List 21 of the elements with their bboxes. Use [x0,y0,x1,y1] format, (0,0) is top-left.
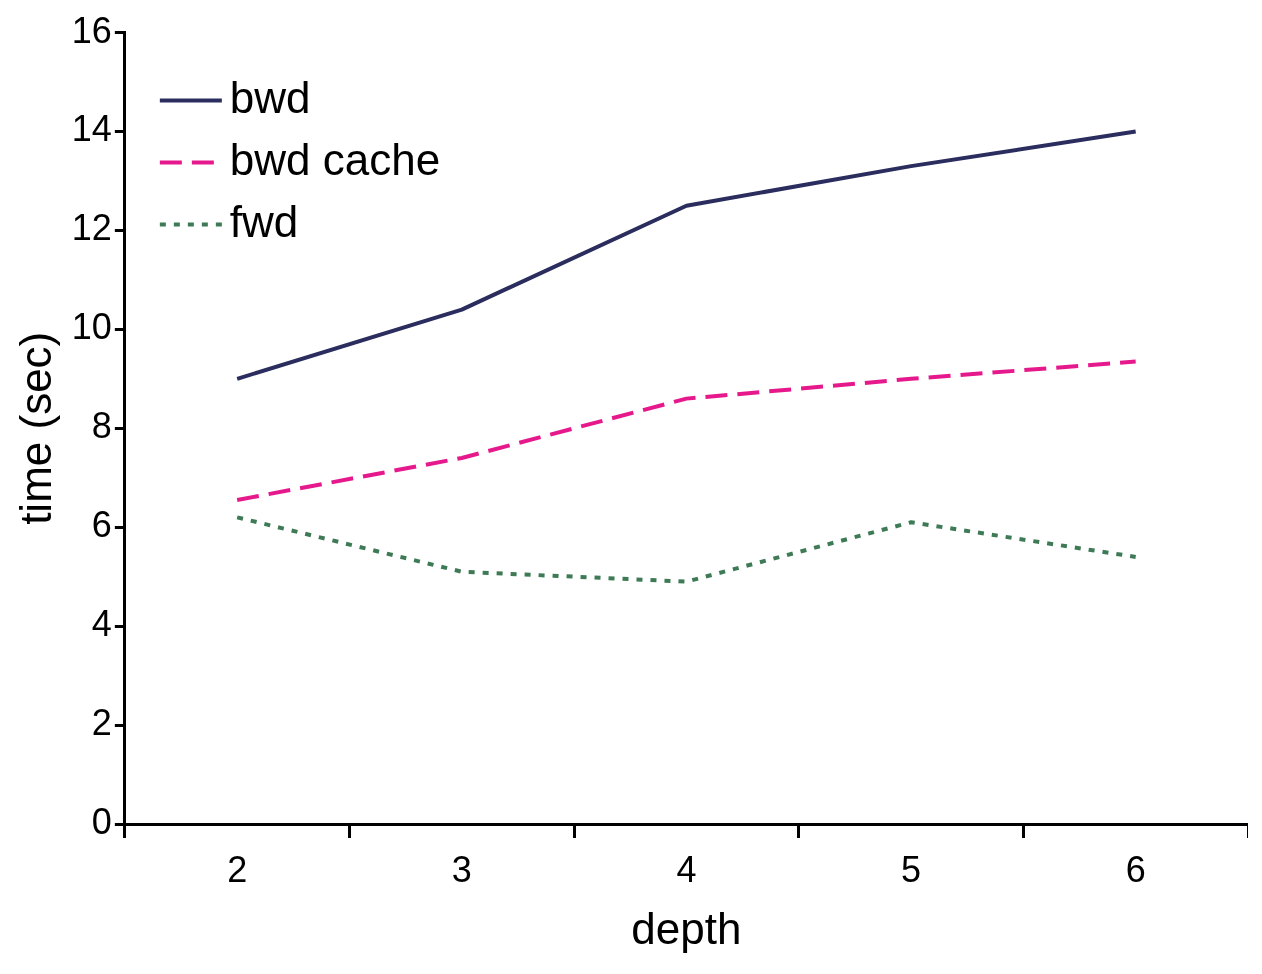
y-tick-label: 12 [71,207,112,249]
x-tick-label: 6 [1125,848,1146,890]
y-tick-label: 16 [71,9,112,51]
legend-label: bwd cache [229,134,441,184]
x-tick-label: 5 [901,848,922,890]
legend-label: bwd [229,72,311,122]
y-tick-label: 2 [91,702,112,743]
y-tick-label: 10 [71,306,112,348]
y-tick-label: 0 [91,800,112,842]
x-tick-label: 2 [227,848,248,890]
x-tick-label: 3 [451,848,472,890]
x-tick-label: 4 [676,848,697,890]
y-tick-label: 4 [91,603,112,645]
x-axis-title: depth [631,903,742,953]
y-axis-title: time (sec) [10,331,60,525]
line-series [235,515,1138,584]
line-series [235,359,1138,503]
y-tick-label: 14 [71,108,112,150]
y-tick-label: 6 [91,504,112,546]
y-tick-label: 8 [91,405,112,447]
legend-label: fwd [229,196,299,246]
